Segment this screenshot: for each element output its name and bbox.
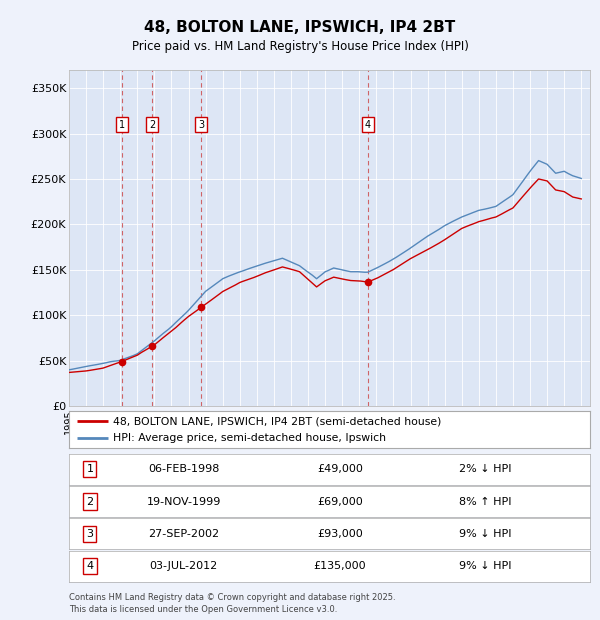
Text: 19-NOV-1999: 19-NOV-1999 xyxy=(146,497,221,507)
Text: 48, BOLTON LANE, IPSWICH, IP4 2BT: 48, BOLTON LANE, IPSWICH, IP4 2BT xyxy=(145,20,455,35)
Text: £93,000: £93,000 xyxy=(317,529,362,539)
Text: 1: 1 xyxy=(119,120,125,130)
Text: 4: 4 xyxy=(365,120,371,130)
Text: 2: 2 xyxy=(149,120,155,130)
Text: 1: 1 xyxy=(86,464,94,474)
Text: £69,000: £69,000 xyxy=(317,497,362,507)
Text: Price paid vs. HM Land Registry's House Price Index (HPI): Price paid vs. HM Land Registry's House … xyxy=(131,40,469,53)
Text: 8% ↑ HPI: 8% ↑ HPI xyxy=(460,497,512,507)
Text: HPI: Average price, semi-detached house, Ipswich: HPI: Average price, semi-detached house,… xyxy=(113,433,386,443)
Text: 9% ↓ HPI: 9% ↓ HPI xyxy=(460,561,512,571)
Text: 3: 3 xyxy=(86,529,94,539)
Text: 03-JUL-2012: 03-JUL-2012 xyxy=(149,561,218,571)
Text: 4: 4 xyxy=(86,561,94,571)
Text: 9% ↓ HPI: 9% ↓ HPI xyxy=(460,529,512,539)
Text: 06-FEB-1998: 06-FEB-1998 xyxy=(148,464,219,474)
Text: £49,000: £49,000 xyxy=(317,464,363,474)
Text: 3: 3 xyxy=(198,120,204,130)
Text: 48, BOLTON LANE, IPSWICH, IP4 2BT (semi-detached house): 48, BOLTON LANE, IPSWICH, IP4 2BT (semi-… xyxy=(113,416,442,426)
Text: 2: 2 xyxy=(86,497,94,507)
Text: 27-SEP-2002: 27-SEP-2002 xyxy=(148,529,219,539)
Text: £135,000: £135,000 xyxy=(314,561,366,571)
Text: 2% ↓ HPI: 2% ↓ HPI xyxy=(460,464,512,474)
Text: Contains HM Land Registry data © Crown copyright and database right 2025.
This d: Contains HM Land Registry data © Crown c… xyxy=(69,593,395,614)
